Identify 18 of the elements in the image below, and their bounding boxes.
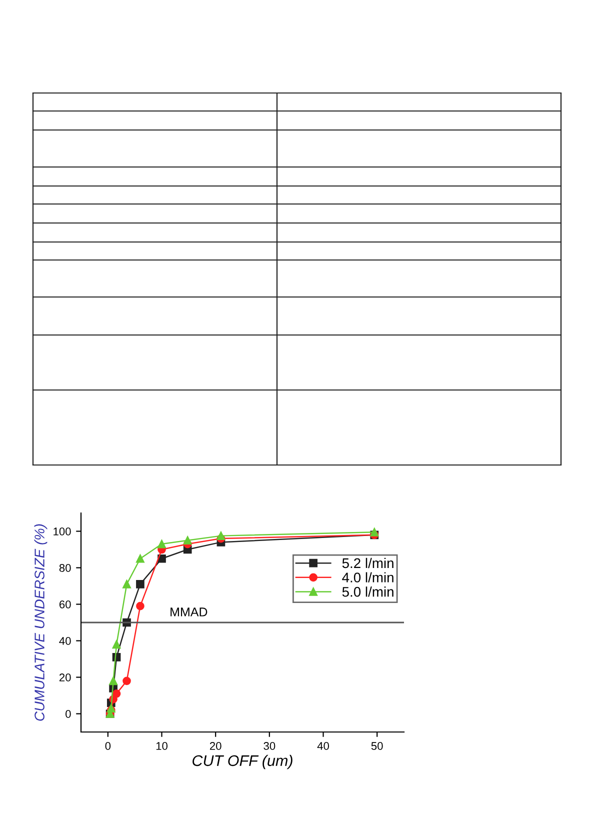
ref-line-label: MMAD bbox=[170, 608, 208, 616]
y-tick-label: 60 bbox=[59, 600, 71, 608]
y-tick-label: 80 bbox=[59, 564, 71, 572]
legend-label: 5.2 l/min bbox=[342, 558, 394, 568]
x-tick-label: 20 bbox=[210, 742, 222, 750]
x-tick-label: 40 bbox=[317, 742, 329, 750]
y-tick-label: 0 bbox=[66, 710, 71, 718]
y-tick-label: 20 bbox=[59, 674, 71, 682]
y-tick-label: 40 bbox=[59, 637, 71, 645]
legend-label: 5.0 l/min bbox=[342, 586, 394, 597]
legend-label: 4.0 l/min bbox=[342, 572, 394, 582]
x-axis-title: CUT OFF (um) bbox=[192, 754, 292, 770]
y-axis-title: CUMULATIVE UNDERSIZE (%) bbox=[34, 524, 48, 721]
x-tick-label: 10 bbox=[156, 742, 168, 750]
x-tick-label: 0 bbox=[105, 742, 111, 750]
x-tick-label: 50 bbox=[371, 742, 383, 750]
x-tick-label: 30 bbox=[264, 742, 276, 750]
y-tick-label: 100 bbox=[54, 528, 71, 536]
